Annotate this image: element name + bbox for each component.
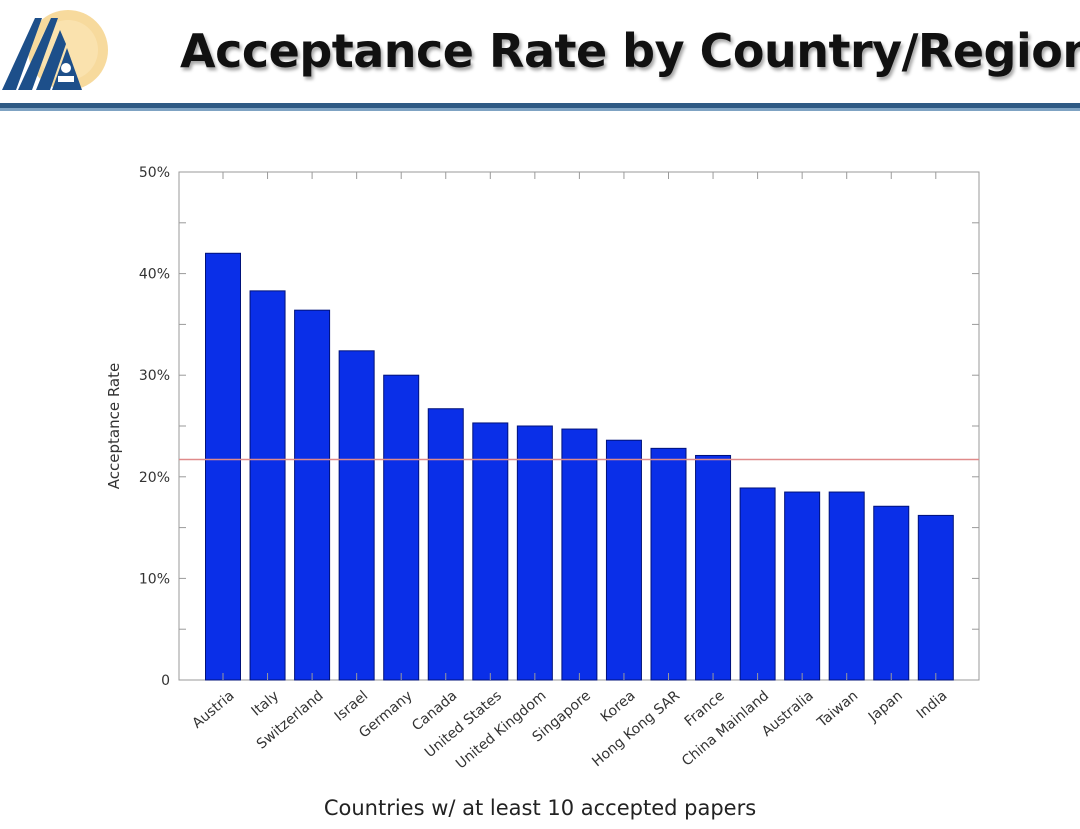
bar	[605, 439, 642, 681]
bar	[695, 454, 732, 681]
slide-title: Acceptance Rate by Country/Region	[180, 24, 1080, 78]
x-tick-label: India	[914, 688, 951, 722]
conference-logo-icon	[2, 10, 108, 90]
bar	[516, 425, 553, 681]
bar	[784, 491, 821, 681]
y-tick-label: 30%	[139, 368, 170, 384]
y-tick-label: 20%	[139, 470, 170, 486]
title-divider	[0, 103, 1080, 108]
bar	[427, 408, 464, 681]
y-tick-label: 10%	[139, 571, 170, 587]
bar	[561, 428, 598, 681]
bar	[650, 447, 687, 681]
x-tick-label: Korea	[598, 688, 639, 726]
bar	[338, 350, 375, 681]
title-divider-highlight	[0, 108, 1080, 111]
bar	[249, 290, 286, 681]
x-axis-caption: Countries w/ at least 10 accepted papers	[323, 796, 757, 820]
x-tick-label: Japan	[865, 688, 906, 726]
x-tick-label: Taiwan	[814, 688, 862, 732]
bar	[205, 252, 241, 681]
bar	[294, 309, 331, 681]
x-tick-label: Austria	[189, 688, 237, 732]
bar	[917, 514, 954, 681]
bar	[383, 374, 420, 681]
y-tick-label: 0	[161, 673, 170, 689]
bar	[472, 422, 509, 681]
x-tick-label: Israel	[332, 688, 372, 725]
x-tick-label: United States	[422, 688, 505, 761]
y-axis-label: Acceptance Rate	[105, 363, 123, 489]
y-tick-label: 50%	[139, 165, 170, 181]
y-tick-label: 40%	[139, 267, 170, 283]
bar	[739, 487, 776, 681]
x-tick-label: Italy	[249, 688, 283, 720]
bar	[828, 491, 865, 681]
bar	[873, 505, 910, 681]
